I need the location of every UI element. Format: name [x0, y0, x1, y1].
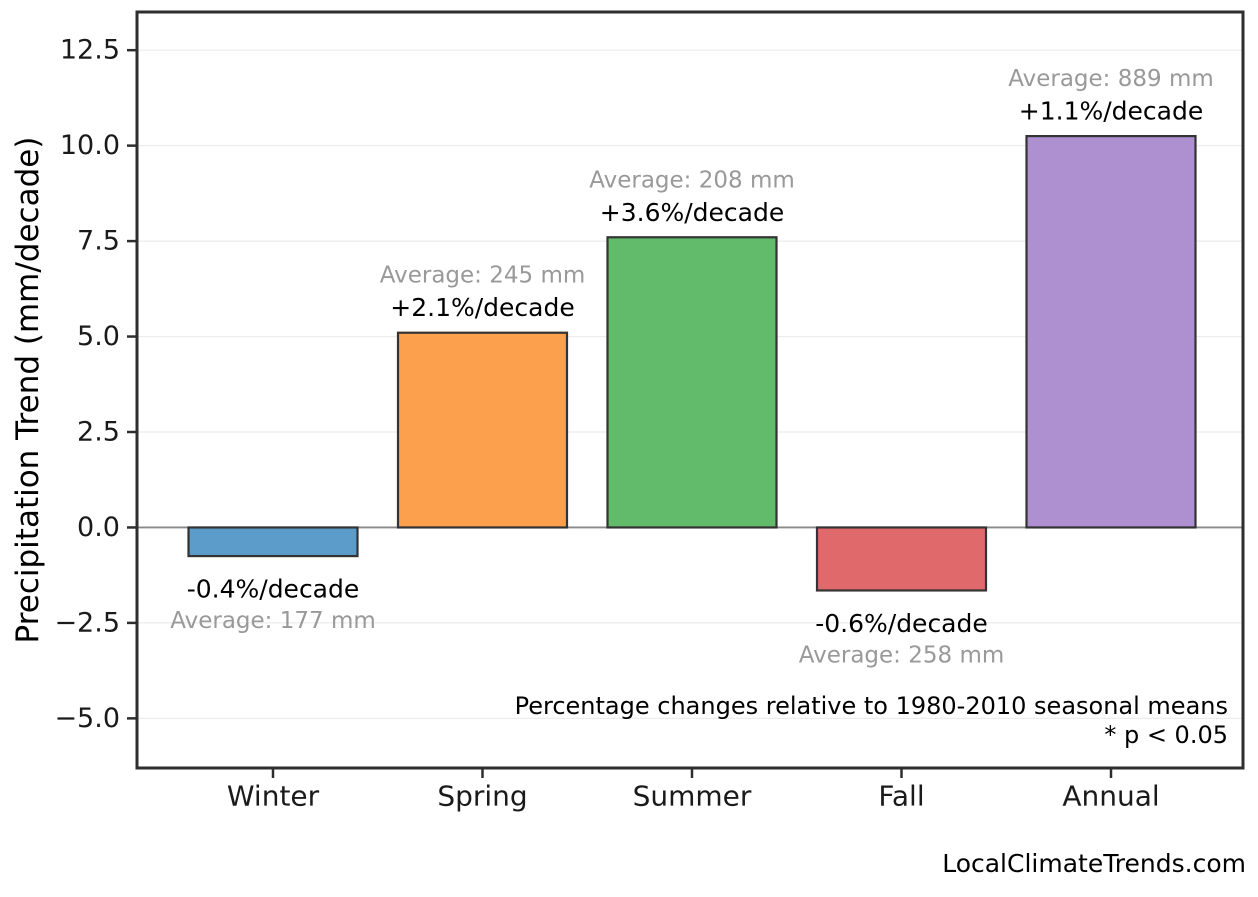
y-tick-label: −2.5	[54, 607, 120, 638]
bar-summer	[606, 236, 778, 529]
plot-border	[135, 10, 1245, 770]
bar-pct-label-summer: +3.6%/decade	[600, 198, 784, 227]
bar-fall	[815, 526, 988, 592]
x-tick-label-winter: Winter	[227, 780, 320, 813]
y-tick-label: −5.0	[54, 703, 120, 734]
annotation-note: Percentage changes relative to 1980-2010…	[515, 692, 1228, 720]
bar-annual	[1025, 134, 1197, 529]
y-tick-label: 12.5	[60, 35, 120, 66]
bar-avg-label-annual: Average: 889 mm	[1008, 66, 1214, 92]
bar-avg-label-spring: Average: 245 mm	[380, 263, 586, 289]
x-tick-label-summer: Summer	[633, 780, 752, 813]
y-tick-label: 7.5	[77, 226, 120, 257]
watermark: LocalClimateTrends.com	[942, 849, 1246, 878]
bar-pct-label-winter: -0.4%/decade	[187, 575, 360, 604]
y-tick-label: 0.0	[77, 512, 120, 543]
x-tick-label-annual: Annual	[1062, 780, 1159, 813]
bar-avg-label-fall: Average: 258 mm	[799, 642, 1005, 668]
annotation-significance: * p < 0.05	[1104, 721, 1228, 749]
bar-spring	[396, 331, 569, 529]
y-axis-title: Precipitation Trend (mm/decade)	[10, 137, 46, 644]
y-tick-label: 10.0	[60, 130, 120, 161]
bar-pct-label-fall: -0.6%/decade	[815, 609, 988, 638]
y-tick-label: 5.0	[77, 321, 120, 352]
bar-avg-label-winter: Average: 177 mm	[170, 608, 376, 634]
bar-avg-label-summer: Average: 208 mm	[589, 167, 795, 193]
bar-pct-label-spring: +2.1%/decade	[390, 293, 574, 322]
x-tick-label-spring: Spring	[437, 780, 527, 813]
x-tick-label-fall: Fall	[878, 780, 924, 813]
y-tick-label: 2.5	[77, 417, 120, 448]
bar-pct-label-annual: +1.1%/decade	[1019, 97, 1203, 126]
bar-winter	[187, 526, 359, 558]
